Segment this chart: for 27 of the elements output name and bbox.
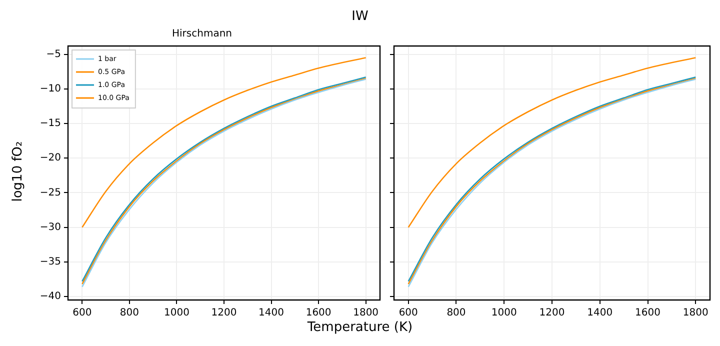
x-tick-label: 1600 [306, 308, 332, 319]
x-tick-label: 1600 [635, 308, 660, 319]
line-series [82, 57, 366, 228]
x-tick-label: 1000 [491, 308, 517, 319]
chart-title: Hirschmann [172, 28, 232, 40]
y-axis-title: log10 fO₂ [10, 140, 26, 204]
x-tick-label: 1200 [539, 308, 565, 319]
x-tick-label: 1200 [211, 308, 237, 319]
y-tick-label: −25 [40, 187, 61, 198]
x-tick-label: 1800 [353, 308, 379, 319]
y-tick-label: −10 [40, 84, 61, 95]
y-tick-label: −20 [40, 152, 61, 164]
y-tick-label: −35 [40, 256, 61, 268]
y-tick-label: −30 [40, 222, 61, 233]
x-tick-label: 1400 [587, 308, 613, 319]
x-tick-label: 800 [120, 308, 139, 319]
x-tick-label: 1000 [164, 308, 190, 319]
x-tick-label: 1400 [258, 308, 284, 319]
x-tick-label: 1800 [682, 308, 708, 319]
y-tick-label: −5 [46, 48, 61, 60]
text: IW [350, 9, 370, 24]
x-tick-label: 800 [446, 308, 466, 319]
y-tick-label: −40 [40, 291, 61, 302]
x-tick-label: 600 [398, 308, 418, 319]
x-tick-label: 600 [72, 308, 92, 319]
y-tick-label: −15 [40, 118, 61, 130]
x-axis-title: Temperature (K) [306, 320, 414, 335]
